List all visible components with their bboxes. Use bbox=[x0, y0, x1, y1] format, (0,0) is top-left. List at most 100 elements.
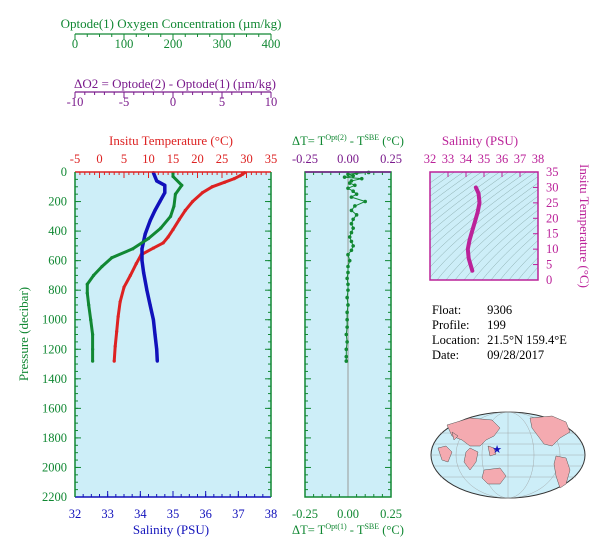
salinity-data-point bbox=[143, 232, 147, 236]
salinity-data-point bbox=[155, 347, 159, 351]
oxygen-data-point bbox=[110, 256, 114, 260]
delta-t-point bbox=[344, 332, 349, 337]
oxygen-data-point bbox=[159, 226, 163, 230]
date-row: Date: 09/28/2017 bbox=[432, 348, 545, 362]
oxygen-data-point bbox=[146, 236, 151, 241]
delta-t-point bbox=[353, 183, 357, 188]
ts-salinity-tick-label: 34 bbox=[460, 152, 473, 166]
delta-t-top-tick-label: -0.25 bbox=[292, 152, 318, 166]
delta-t-bottom-tick-label: 0.00 bbox=[337, 507, 359, 521]
temperature-tick-label: 10 bbox=[142, 152, 155, 166]
pressure-tick-label: 2000 bbox=[42, 460, 67, 474]
delta-t-point bbox=[344, 347, 349, 352]
delta-t-point bbox=[351, 189, 355, 194]
salinity-tick-label: 33 bbox=[101, 507, 114, 521]
temperature-data-point bbox=[118, 300, 122, 304]
temperature-data-point bbox=[240, 172, 245, 176]
oxygen-data-point bbox=[87, 303, 91, 307]
map-land bbox=[437, 415, 571, 489]
ts-temperature-tick-label: 25 bbox=[546, 196, 559, 210]
location-row: Location: 21.5°N 159.4°E bbox=[432, 333, 567, 347]
delta-t-point bbox=[346, 252, 350, 257]
oxygen-data-point bbox=[91, 359, 95, 363]
pressure-tick-label: 1800 bbox=[42, 431, 67, 445]
salinity-data-point bbox=[145, 288, 149, 292]
salinity-data-point bbox=[140, 259, 144, 263]
delta-t-point bbox=[349, 248, 354, 253]
ts-curve bbox=[465, 185, 482, 273]
oxygen-tick-label: 400 bbox=[262, 37, 281, 51]
oxygen-data-point bbox=[173, 192, 178, 196]
delta-o2-tick-label: 5 bbox=[219, 95, 225, 109]
delta-t-point bbox=[346, 303, 350, 307]
delta-t-bottom-tick-label: 0.25 bbox=[380, 507, 402, 521]
temperature-data-point bbox=[122, 285, 126, 289]
oxygen-data-point bbox=[168, 214, 173, 218]
delta-o2-axis-label: ΔO2 = Optode(2) - Optode(1) (µm/kg) bbox=[74, 76, 276, 91]
oxygen-axis: Optode(1) Oxygen Concentration (µm/kg) 0… bbox=[61, 16, 282, 51]
delta-t-point bbox=[347, 235, 352, 239]
temperature-tick-label: -5 bbox=[70, 152, 80, 166]
ts-temperature-tick-label: 30 bbox=[546, 180, 559, 194]
salinity-data-point bbox=[158, 199, 162, 204]
salinity-data-point bbox=[163, 191, 167, 195]
delta-o2-tick-label: 10 bbox=[265, 95, 278, 109]
date-value: 09/28/2017 bbox=[487, 348, 545, 362]
oxygen-tick-label: 300 bbox=[213, 37, 232, 51]
salinity-tick-label: 35 bbox=[167, 507, 180, 521]
temperature-tick-label: 0 bbox=[96, 152, 102, 166]
temperature-data-point bbox=[232, 177, 236, 181]
delta-t-top-tick-label: 0.00 bbox=[337, 152, 359, 166]
oxygen-tick-label: 100 bbox=[115, 37, 134, 51]
delta-t-top-tick-label: 0.25 bbox=[380, 152, 402, 166]
oxygen-tick-label: 0 bbox=[72, 37, 78, 51]
ts-salinity-tick-label: 32 bbox=[424, 152, 437, 166]
delta-t-point bbox=[345, 340, 349, 344]
profile-value: 199 bbox=[487, 318, 506, 332]
delta-t-point bbox=[345, 276, 349, 281]
delta-t-point bbox=[349, 230, 354, 235]
delta-t-point bbox=[346, 288, 350, 292]
delta-t-point bbox=[345, 295, 349, 300]
delta-t-bottom-label: ΔT= TOpt(1) - TSBE (°C) bbox=[292, 522, 404, 537]
temperature-data-point bbox=[116, 315, 120, 319]
oxygen-data-point bbox=[172, 204, 176, 208]
pressure-tick-label: 1600 bbox=[42, 401, 67, 415]
delta-t-point bbox=[345, 310, 349, 315]
delta-t-point bbox=[346, 172, 350, 177]
delta-t-point bbox=[363, 199, 368, 204]
salinity-tick-label: 34 bbox=[134, 507, 147, 521]
pressure-tick-label: 800 bbox=[48, 283, 67, 297]
delta-t-point bbox=[351, 244, 355, 248]
temperature-axis-label: Insitu Temperature (°C) bbox=[109, 133, 233, 148]
temperature-data-point bbox=[222, 180, 227, 184]
salinity-data-point bbox=[148, 303, 152, 307]
delta-t-point bbox=[346, 282, 350, 287]
delta-t-point bbox=[359, 176, 364, 181]
float-row: Float: 9306 bbox=[432, 303, 513, 317]
profile-row: Profile: 199 bbox=[432, 318, 506, 332]
delta-t-point bbox=[354, 213, 359, 217]
oxygen-tick-label: 200 bbox=[164, 37, 183, 51]
ts-temperature-tick-label: 35 bbox=[546, 165, 559, 179]
oxygen-data-point bbox=[131, 247, 135, 251]
pressure-tick-label: 1400 bbox=[42, 372, 67, 386]
salinity-tick-label: 38 bbox=[265, 507, 278, 521]
salinity-data-point bbox=[155, 359, 159, 363]
ts-temperature-tick-label: 5 bbox=[546, 258, 552, 272]
temperature-data-point bbox=[210, 185, 214, 189]
pressure-tick-label: 400 bbox=[48, 224, 67, 238]
salinity-data-point bbox=[153, 208, 157, 213]
ts-salinity-tick-label: 38 bbox=[532, 152, 545, 166]
pressure-tick-label: 1200 bbox=[42, 342, 67, 356]
delta-t-point bbox=[349, 208, 354, 213]
delta-t-point bbox=[345, 317, 349, 322]
delta-t-point bbox=[354, 192, 359, 196]
temperature-data-point bbox=[183, 208, 187, 213]
delta-o2-axis: ΔO2 = Optode(2) - Optode(1) (µm/kg) -10 -… bbox=[67, 76, 278, 109]
pressure-tick-label: 2200 bbox=[42, 490, 67, 504]
temperature-tick-label: 5 bbox=[121, 152, 127, 166]
delta-t-point bbox=[342, 175, 347, 179]
